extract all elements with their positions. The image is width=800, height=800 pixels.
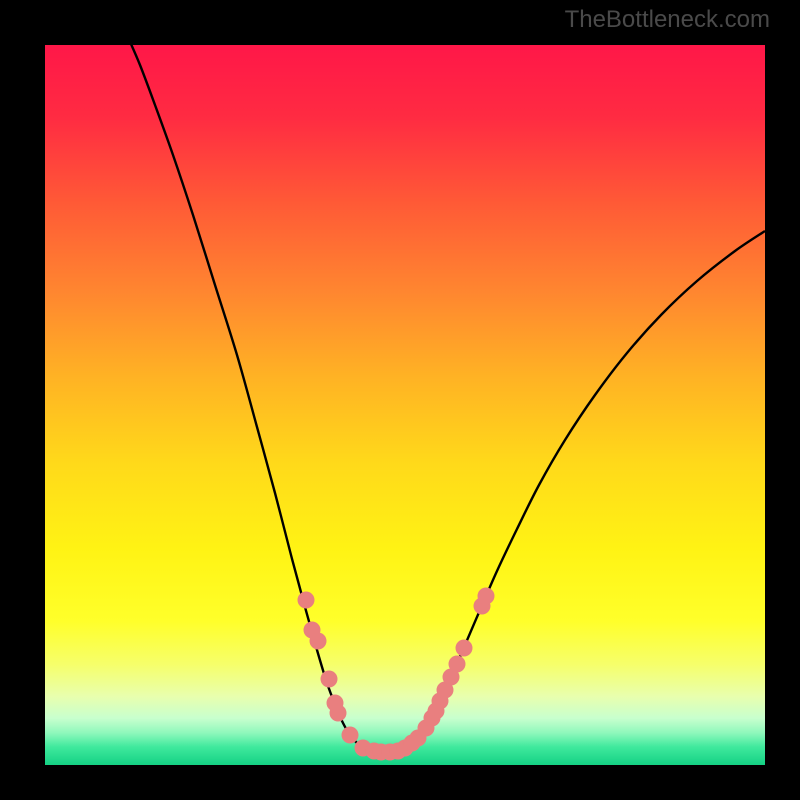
data-marker: [456, 640, 473, 657]
data-marker: [298, 592, 315, 609]
plot-area: [45, 45, 765, 765]
chart-stage: TheBottleneck.com: [0, 0, 800, 800]
data-marker: [310, 633, 327, 650]
data-marker: [321, 671, 338, 688]
data-marker: [478, 588, 495, 605]
data-marker: [449, 656, 466, 673]
watermark-text: TheBottleneck.com: [565, 6, 770, 34]
plot-svg: [45, 45, 765, 765]
data-marker: [342, 727, 359, 744]
data-marker: [330, 705, 347, 722]
gradient-background: [45, 45, 765, 765]
